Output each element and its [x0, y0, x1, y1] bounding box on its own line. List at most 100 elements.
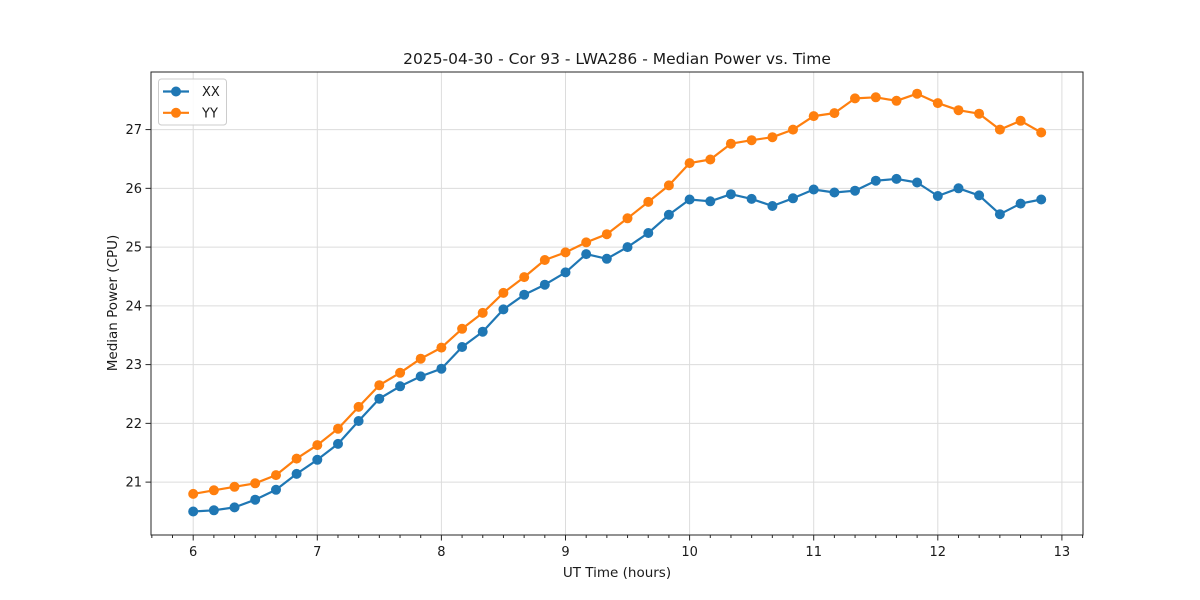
- data-point: [581, 237, 592, 248]
- data-point: [374, 393, 385, 404]
- data-point: [312, 454, 323, 465]
- data-point: [271, 484, 281, 495]
- data-point: [333, 438, 343, 449]
- data-point: [622, 242, 633, 253]
- data-point: [850, 93, 860, 104]
- data-point: [870, 175, 881, 186]
- data-point: [250, 478, 261, 489]
- y-tick-label: 23: [125, 358, 142, 373]
- data-point: [353, 401, 364, 412]
- data-point: [436, 342, 447, 353]
- data-point: [188, 488, 199, 499]
- series-line-YY: [193, 92, 1042, 495]
- data-point: [974, 108, 985, 119]
- data-point: [436, 363, 447, 374]
- data-point: [333, 423, 343, 434]
- x-tick-label: 8: [437, 545, 445, 560]
- data-point: [808, 111, 819, 122]
- data-point: [891, 173, 902, 184]
- y-tick-label: 24: [125, 299, 142, 314]
- data-point: [1036, 127, 1047, 138]
- data-point: [1015, 198, 1026, 209]
- data-point: [912, 177, 923, 188]
- data-point: [477, 307, 488, 318]
- data-point: [560, 267, 571, 278]
- data-point: [581, 249, 592, 260]
- data-point: [705, 196, 716, 207]
- data-point: [767, 201, 778, 211]
- data-point: [663, 209, 674, 220]
- data-point: [725, 189, 736, 200]
- data-point: [477, 326, 488, 337]
- legend-item-XX: XX: [163, 85, 220, 100]
- axes-spines: [150, 71, 1084, 536]
- data-point: [229, 502, 240, 513]
- data-point: [994, 209, 1005, 220]
- data-point: [953, 183, 964, 194]
- legend-marker-sample: [171, 86, 181, 97]
- data-point: [353, 416, 364, 426]
- data-point: [560, 247, 571, 258]
- y-tick-label: 21: [125, 476, 142, 491]
- chart-title: 2025-04-30 - Cor 93 - LWA286 - Median Po…: [403, 50, 831, 68]
- data-point: [746, 135, 757, 146]
- data-point: [932, 98, 943, 109]
- data-point: [498, 287, 509, 298]
- data-point: [374, 380, 385, 391]
- x-tick-label: 6: [189, 545, 197, 560]
- y-tick-label: 26: [125, 182, 142, 197]
- data-point: [601, 229, 612, 240]
- data-point: [395, 381, 406, 392]
- data-point: [601, 253, 612, 264]
- x-tick-label: 11: [805, 545, 822, 560]
- data-point: [519, 289, 530, 300]
- data-point: [643, 196, 654, 207]
- data-point: [788, 193, 798, 204]
- y-tick-label: 27: [125, 123, 142, 138]
- x-tick-label: 13: [1054, 545, 1071, 560]
- data-point: [519, 272, 530, 283]
- x-tick-label: 12: [930, 545, 947, 560]
- data-point: [684, 158, 695, 169]
- data-point: [291, 453, 302, 464]
- data-point: [746, 193, 757, 204]
- data-point: [1036, 194, 1047, 205]
- chart-generated-content: 6 7 8 9 10 11 12 13 21 22 23 24 25 26 27 XX YY: [125, 71, 1084, 560]
- data-point: [829, 108, 840, 119]
- series-points-XX: [188, 173, 1047, 517]
- data-point: [312, 440, 323, 451]
- data-point: [539, 255, 550, 265]
- data-point: [808, 184, 819, 195]
- tick-labels: 6 7 8 9 10 11 12 13 21 22 23 24 25 26 27: [125, 123, 1070, 560]
- data-point: [912, 88, 923, 99]
- data-point: [395, 367, 406, 378]
- series-XX: [188, 173, 1047, 517]
- data-point: [994, 124, 1005, 135]
- data-point: [953, 105, 964, 116]
- legend-label-XX: XX: [202, 85, 220, 100]
- data-point: [767, 132, 778, 143]
- gridlines: [151, 72, 1083, 535]
- data-point: [498, 304, 509, 315]
- data-point: [974, 190, 985, 201]
- x-tick-label: 7: [313, 545, 321, 560]
- legend-marker-sample: [171, 107, 181, 118]
- data-point: [829, 187, 840, 198]
- legend-label-YY: YY: [201, 107, 218, 122]
- data-point: [415, 353, 426, 364]
- data-point: [291, 468, 302, 479]
- data-point: [932, 191, 943, 201]
- data-point: [870, 92, 881, 103]
- data-point: [788, 124, 798, 135]
- data-point: [891, 95, 902, 106]
- axis-ticks: [145, 129, 1084, 541]
- data-point: [539, 279, 550, 290]
- x-axis-label: UT Time (hours): [563, 565, 671, 581]
- data-point: [1015, 115, 1026, 126]
- data-point: [622, 213, 633, 224]
- data-point: [705, 154, 716, 165]
- data-point: [415, 371, 426, 382]
- legend: XX YY: [158, 78, 227, 126]
